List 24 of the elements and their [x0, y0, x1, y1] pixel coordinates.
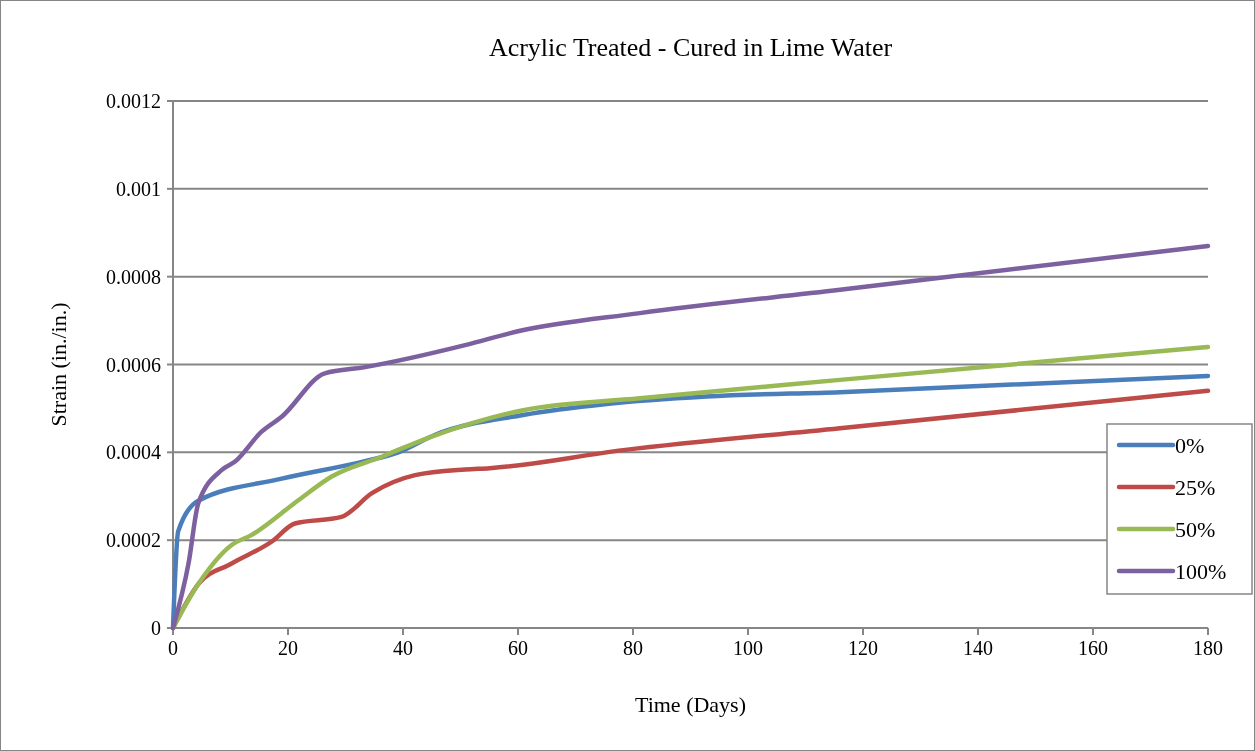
- x-tick-label: 40: [393, 637, 413, 659]
- legend-label: 25%: [1175, 474, 1216, 500]
- y-axis-title: Strain (in./in.): [46, 302, 71, 427]
- x-tick-label: 120: [848, 637, 878, 659]
- x-tick-label: 80: [623, 637, 643, 659]
- x-tick-label: 20: [278, 637, 298, 659]
- legend-label: 50%: [1175, 516, 1216, 542]
- x-axis-title: Time (Days): [634, 692, 747, 717]
- x-tick-label: 100: [733, 637, 763, 659]
- x-tick-label: 160: [1078, 637, 1108, 659]
- x-tick-label: 180: [1193, 637, 1223, 659]
- y-tick-label: 0.001: [116, 177, 161, 200]
- x-tick-label: 140: [963, 637, 993, 659]
- legend-label: 0%: [1175, 432, 1205, 458]
- legend-label: 100%: [1175, 558, 1227, 584]
- y-tick-label: 0: [151, 617, 161, 639]
- y-tick-label: 0.0004: [106, 441, 161, 464]
- y-tick-label: 0.0006: [106, 353, 161, 376]
- x-tick-label: 0: [168, 637, 178, 659]
- x-tick-label: 60: [508, 637, 528, 659]
- y-tick-label: 0.0008: [106, 265, 161, 288]
- y-tick-label: 0.0012: [106, 90, 161, 112]
- chart-title: Acrylic Treated - Cured in Lime Water: [488, 33, 893, 62]
- y-tick-label: 0.0002: [106, 529, 161, 552]
